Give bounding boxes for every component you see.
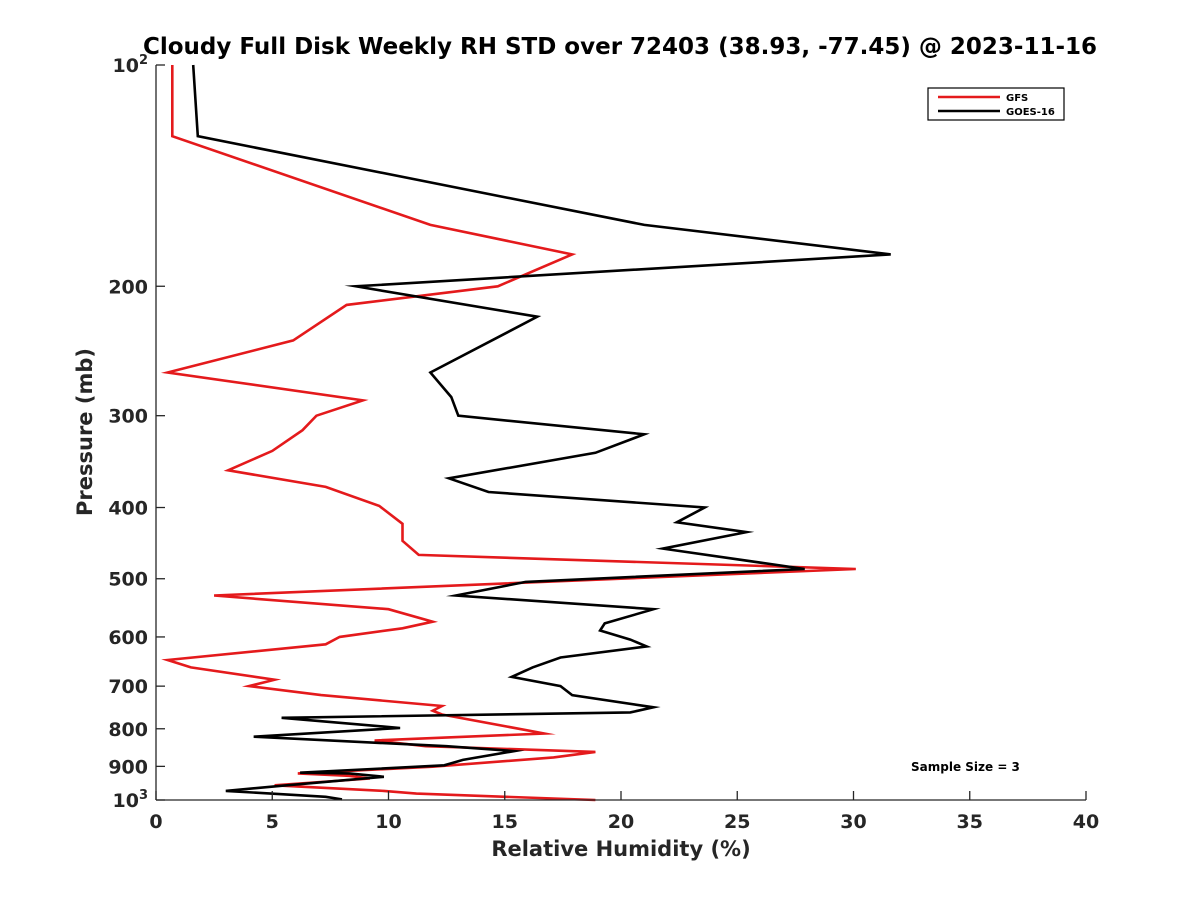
x-tick-label: 10 — [375, 811, 401, 833]
x-tick-label: 20 — [608, 811, 634, 833]
legend: GFS GOES-16 — [927, 87, 1065, 121]
y-tick-label: 300 — [108, 406, 148, 428]
y-tick-label: 400 — [108, 498, 148, 520]
y-tick-label: 103 — [113, 788, 149, 812]
y-tick-label: 900 — [108, 756, 148, 778]
x-tick-label: 5 — [266, 811, 279, 833]
series-line-gfs — [160, 65, 856, 802]
legend-label-goes16: GOES-16 — [1006, 107, 1055, 118]
y-ticks: 102 200 300 400 500 600 700 800 900 103 — [108, 53, 165, 812]
x-axis-label: Relative Humidity (%) — [491, 837, 750, 861]
y-tick-label: 600 — [108, 627, 148, 649]
x-tick-label: 35 — [957, 811, 983, 833]
y-tick-label: 102 — [113, 53, 149, 77]
x-ticks: 0 5 10 15 20 25 30 35 40 — [149, 791, 1099, 833]
y-tick-label: 500 — [108, 569, 148, 591]
chart-title: Cloudy Full Disk Weekly RH STD over 7240… — [143, 34, 1097, 60]
y-tick-label: 700 — [108, 676, 148, 698]
x-tick-label: 40 — [1073, 811, 1099, 833]
x-tick-label: 30 — [840, 811, 866, 833]
x-tick-label: 25 — [724, 811, 750, 833]
y-tick-label: 800 — [108, 719, 148, 741]
x-tick-label: 0 — [149, 811, 162, 833]
series-line-goes16 — [191, 64, 891, 801]
legend-box — [927, 87, 1065, 121]
series-layer — [160, 64, 891, 802]
legend-label-gfs: GFS — [1006, 93, 1028, 104]
y-axis-label: Pressure (mb) — [73, 348, 97, 516]
x-tick-label: 15 — [492, 811, 518, 833]
sample-size-annotation: Sample Size = 3 — [911, 760, 1020, 774]
y-tick-label: 200 — [108, 276, 148, 298]
